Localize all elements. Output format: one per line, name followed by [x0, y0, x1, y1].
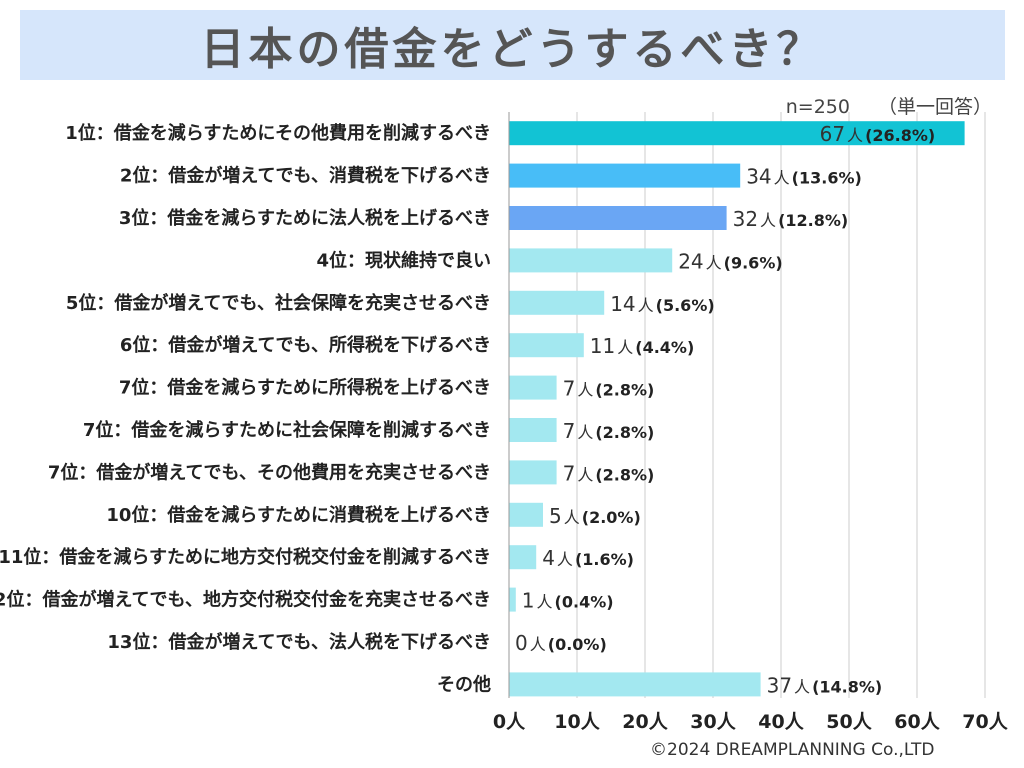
value-label: 7 人 (2.8%): [563, 461, 655, 485]
bar: [509, 587, 516, 612]
x-tick-label: 40人: [758, 711, 804, 733]
value-label: 24 人 (9.6%): [678, 249, 782, 273]
value-label: 4 人 (1.6%): [542, 546, 634, 570]
bar: [509, 418, 557, 442]
bar: [509, 333, 584, 358]
value-label: 34 人 (13.6%): [746, 165, 862, 189]
bar: [509, 460, 557, 485]
category-label: 6位：借金が増えてでも、所得税を下げるべき: [120, 334, 491, 356]
category-label: 12位：借金が増えてでも、地方交付税交付金を充実させるべき: [0, 589, 491, 611]
value-label: 1 人 (0.4%): [522, 589, 614, 613]
x-tick-label: 0人: [493, 711, 526, 733]
x-tick-label: 20人: [622, 711, 668, 733]
x-tick-label: 30人: [690, 711, 736, 733]
category-label: 3位：借金を減らすために法人税を上げるべき: [119, 207, 491, 229]
value-label: 5 人 (2.0%): [549, 504, 641, 528]
copyright: ©2024 DREAMPLANNING Co.,LTD: [650, 740, 935, 760]
bar: [509, 206, 727, 230]
x-tick-label: 50人: [826, 711, 872, 733]
bar: [509, 163, 741, 188]
category-label: 7位：借金が増えてでも、その他費用を充実させるべき: [48, 461, 491, 483]
value-label: 11 人 (4.4%): [590, 334, 694, 358]
x-tick-label: 10人: [554, 711, 600, 733]
category-label: 1位：借金を減らすためにその他費用を削減するべき: [65, 122, 491, 144]
x-tick-label: 70人: [962, 711, 1008, 733]
category-label: 7位：借金を減らすために社会保障を削減するべき: [83, 419, 491, 441]
value-label: 67 人 (26.8%): [820, 122, 936, 146]
x-tick-label: 60人: [894, 711, 940, 733]
value-label: 7 人 (2.8%): [563, 419, 655, 443]
bar: [509, 545, 537, 570]
category-label: 2位：借金が増えてでも、消費税を下げるべき: [120, 165, 491, 187]
bar: [509, 375, 557, 400]
bar: [509, 121, 965, 146]
value-label: 14 人 (5.6%): [610, 292, 714, 316]
value-label: 0 人 (0.0%): [515, 631, 607, 655]
category-label: 5位：借金が増えてでも、社会保障を充実させるべき: [66, 292, 491, 314]
category-label: 7位：借金を減らすために所得税を上げるべき: [119, 377, 491, 399]
bar: [509, 672, 761, 697]
category-label: 10位：借金を減らすために消費税を上げるべき: [106, 504, 491, 526]
bar: [509, 248, 673, 273]
category-label: その他: [437, 673, 491, 695]
bar: [509, 502, 543, 527]
bar: [509, 290, 605, 315]
chart-title: 日本の借金をどうするべき？: [200, 24, 825, 75]
sample-info: n=250 （単一回答）: [786, 92, 992, 119]
category-label: 4位：現状維持で良い: [316, 249, 491, 271]
answer-type: （単一回答）: [877, 96, 992, 118]
category-label: 13位：借金が増えてでも、法人税を下げるべき: [107, 631, 491, 653]
title-band: [20, 10, 1005, 80]
value-label: 37 人 (14.8%): [767, 673, 883, 697]
value-label: 32 人 (12.8%): [733, 207, 849, 231]
value-label: 7 人 (2.8%): [563, 377, 655, 401]
sample-size: n=250: [785, 96, 850, 118]
category-label: 11位：借金を減らすために地方交付税交付金を削減するべき: [0, 546, 491, 568]
